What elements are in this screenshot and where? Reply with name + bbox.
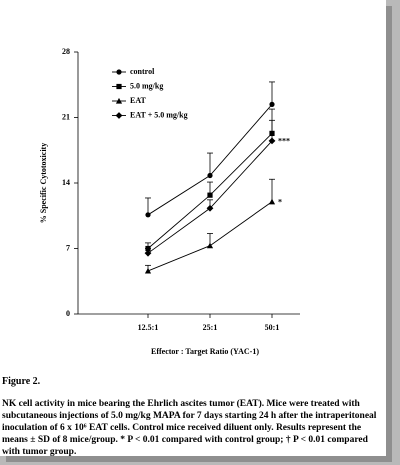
annotation: * bbox=[278, 198, 282, 207]
data-point bbox=[206, 242, 214, 249]
data-point bbox=[144, 267, 152, 274]
annotation: *** bbox=[278, 137, 290, 146]
legend-marker bbox=[116, 69, 122, 75]
legend-label: 5.0 mg/kg bbox=[130, 81, 163, 90]
y-tick-label: 14 bbox=[62, 178, 70, 187]
y-tick-label: 28 bbox=[62, 47, 70, 56]
legend-label: EAT + 5.0 mg/kg bbox=[130, 110, 188, 119]
x-axis-label: Effector : Target Ratio (YAC-1) bbox=[151, 347, 259, 356]
figure-panel: % Specific Cytotoxicity Effector : Targe… bbox=[0, 0, 386, 456]
x-tick-label: 12.5:1 bbox=[138, 323, 159, 332]
y-axis-label: % Specific Cytotoxicity bbox=[39, 143, 48, 223]
data-point bbox=[269, 101, 275, 107]
data-point bbox=[144, 249, 152, 257]
y-tick-label: 21 bbox=[62, 112, 70, 121]
caption-label: Figure 2. bbox=[2, 376, 41, 387]
legend-marker bbox=[115, 112, 123, 119]
data-point bbox=[206, 204, 214, 212]
chart: % Specific Cytotoxicity Effector : Targe… bbox=[39, 47, 300, 356]
data-point bbox=[268, 137, 276, 145]
data-point bbox=[268, 198, 276, 205]
data-point bbox=[145, 212, 151, 218]
y-tick-label: 0 bbox=[66, 309, 70, 318]
data-point bbox=[207, 192, 213, 198]
legend-marker bbox=[116, 83, 122, 90]
legend-marker bbox=[115, 97, 123, 104]
x-tick-label: 25:1 bbox=[203, 323, 218, 332]
caption-text: NK cell activity in mice bearing the Ehr… bbox=[2, 399, 377, 456]
y-tick-label: 7 bbox=[66, 243, 70, 252]
legend-label: EAT bbox=[130, 96, 147, 105]
legend-label: control bbox=[130, 67, 155, 76]
data-point bbox=[207, 172, 213, 179]
x-tick-label: 50:1 bbox=[265, 323, 280, 332]
